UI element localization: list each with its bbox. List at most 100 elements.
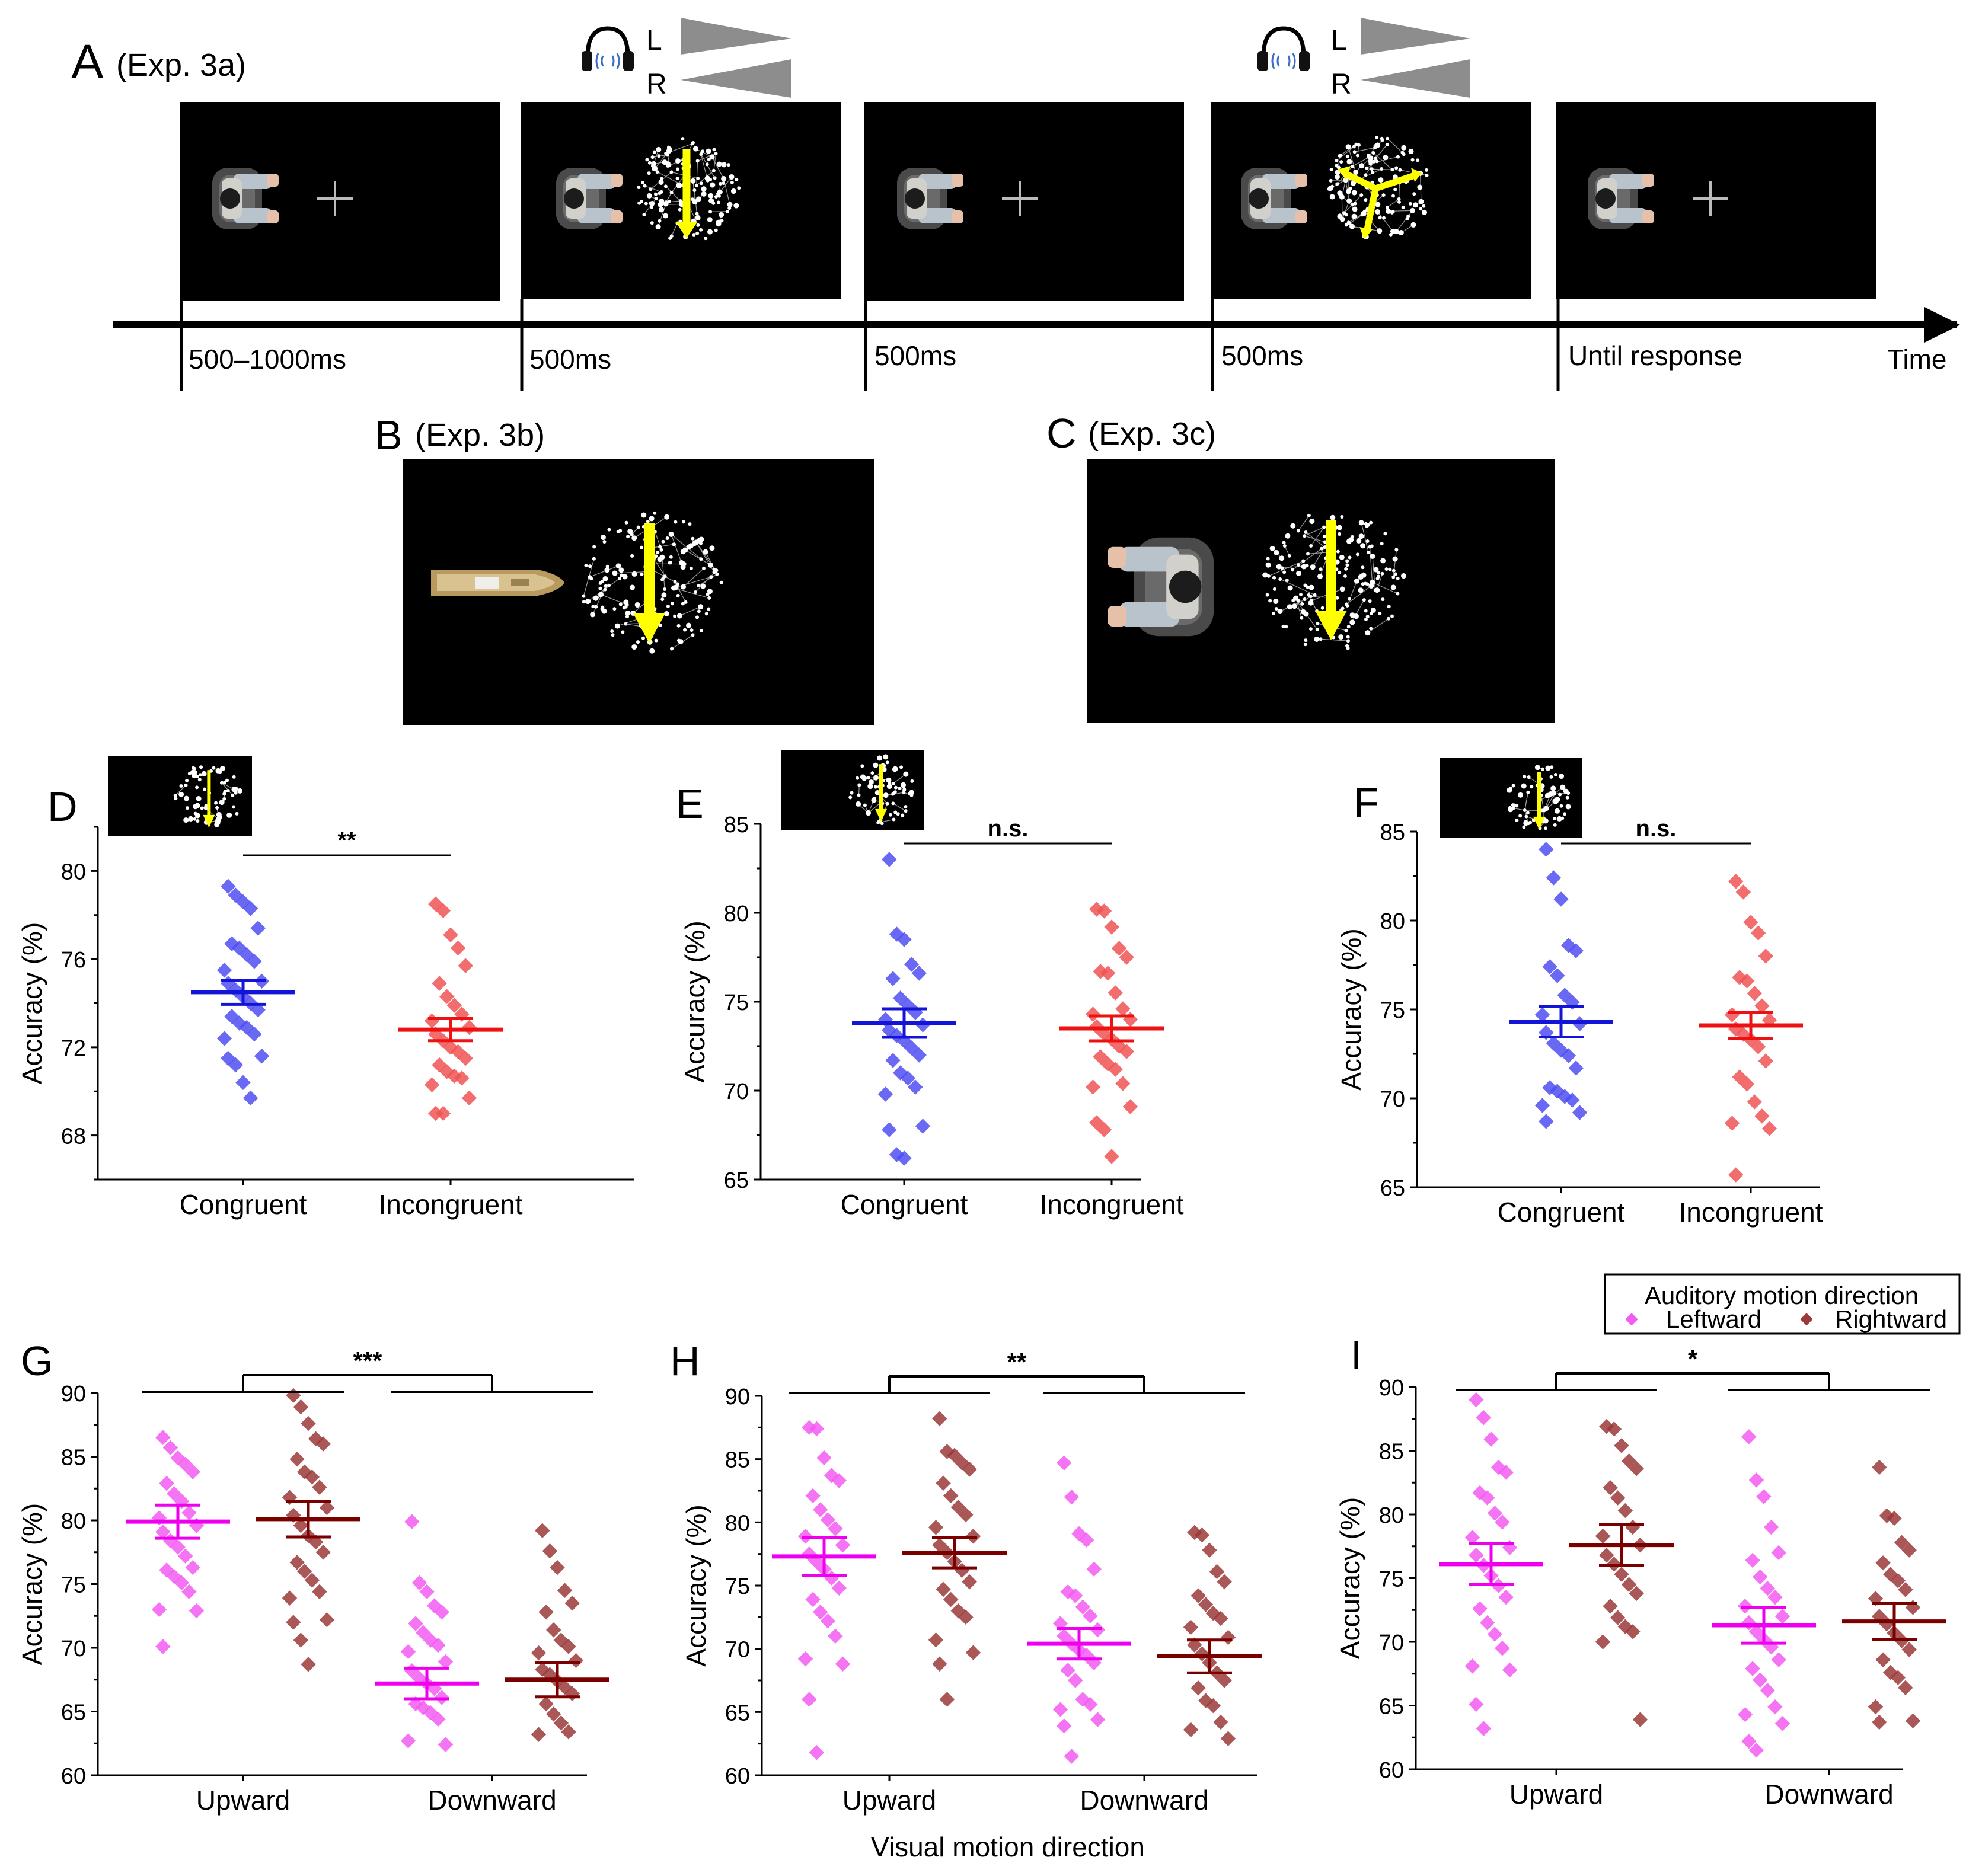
- dot: [600, 607, 604, 611]
- y-tick-label: 60: [1379, 1758, 1404, 1783]
- dot: [654, 196, 658, 200]
- dot: [222, 797, 226, 801]
- dot: [850, 791, 854, 795]
- data-point: [915, 1118, 931, 1134]
- data-point: [282, 1590, 298, 1606]
- dot: [1386, 136, 1390, 140]
- dot: [630, 532, 634, 536]
- dot: [1323, 545, 1327, 549]
- data-point: [1632, 1712, 1648, 1727]
- dot: [1354, 142, 1358, 146]
- dot: [592, 557, 596, 561]
- dot: [582, 600, 586, 604]
- dot: [197, 778, 202, 782]
- dot: [1385, 205, 1389, 209]
- dot: [1339, 194, 1345, 200]
- dot: [193, 817, 197, 821]
- dot: [219, 816, 223, 820]
- dot: [1534, 765, 1540, 771]
- dot: [1344, 567, 1348, 571]
- cue-2-right-volume-icon: [1361, 59, 1470, 98]
- data-point: [1108, 985, 1124, 1001]
- dot: [848, 795, 853, 800]
- dot: [699, 557, 703, 561]
- dot: [882, 763, 886, 768]
- data-point: [1887, 1510, 1902, 1526]
- data-point: [1220, 1629, 1236, 1645]
- mixed-arrows-icon: [1343, 170, 1416, 234]
- dot: [637, 186, 641, 190]
- y-tick-label: 80: [1380, 909, 1405, 934]
- dot: [1303, 643, 1307, 647]
- dot: [641, 512, 647, 518]
- dot: [1303, 534, 1307, 538]
- data-point: [1750, 925, 1766, 941]
- dot: [654, 638, 658, 643]
- dot: [698, 604, 704, 610]
- dot-link: [713, 154, 717, 171]
- dot: [668, 531, 674, 537]
- dot: [1335, 182, 1339, 186]
- dot-link: [1292, 548, 1322, 570]
- dot: [1396, 592, 1400, 596]
- data-point: [1495, 1514, 1510, 1530]
- dot: [684, 600, 688, 604]
- dot: [1565, 795, 1569, 800]
- cue-1-left-volume-icon: [681, 18, 791, 55]
- dot: [1380, 167, 1384, 171]
- dot: [866, 776, 870, 780]
- dot: [607, 583, 611, 587]
- data-point: [809, 1744, 825, 1760]
- x-tick-label: Downward: [1080, 1785, 1208, 1816]
- data-point: [461, 1020, 477, 1036]
- y-tick-label: 80: [724, 902, 749, 926]
- y-tick-label: 65: [61, 1701, 86, 1725]
- dot: [1410, 222, 1416, 228]
- dot: [1383, 155, 1387, 159]
- panel-c-letter: C: [1046, 410, 1077, 456]
- dot: [692, 541, 696, 545]
- data-point: [936, 1475, 951, 1491]
- dot: [680, 564, 686, 570]
- dot: [707, 217, 713, 223]
- dot: [735, 177, 739, 181]
- data-point: [1728, 1167, 1744, 1183]
- dot: [1339, 216, 1345, 222]
- dot: [1408, 202, 1412, 206]
- data-point: [802, 1692, 817, 1707]
- cue-2-left-label: L: [1331, 25, 1347, 56]
- dot: [1309, 544, 1313, 548]
- dot: [676, 167, 680, 171]
- dot: [661, 539, 665, 544]
- dot: [616, 529, 620, 533]
- y-tick-label: 70: [1380, 1087, 1405, 1112]
- y-tick-label: 75: [1379, 1567, 1404, 1592]
- data-point: [185, 1559, 200, 1575]
- dot: [1370, 607, 1376, 613]
- dot-link: [1524, 792, 1528, 811]
- dot: [1394, 548, 1399, 552]
- dot: [1545, 765, 1551, 771]
- dot: [721, 175, 727, 181]
- data-point: [312, 1584, 327, 1600]
- dot: [658, 219, 662, 223]
- data-point: [1758, 1053, 1773, 1069]
- data-point: [877, 1086, 893, 1102]
- dot: [1304, 530, 1308, 534]
- significance-label: n.s.: [1636, 816, 1677, 842]
- dot-link: [1310, 527, 1324, 546]
- dot: [714, 194, 718, 199]
- dot: [901, 782, 907, 788]
- dot: [631, 644, 637, 650]
- dot: [624, 520, 628, 525]
- dot: [1518, 814, 1523, 818]
- data-point: [1476, 1410, 1492, 1426]
- legend-title: Auditory motion direction: [1645, 1281, 1919, 1309]
- y-tick-label: 60: [61, 1764, 86, 1789]
- dot: [681, 520, 685, 524]
- dot: [1345, 144, 1351, 150]
- dot: [650, 205, 654, 209]
- duration-5: Until response: [1568, 340, 1742, 371]
- data-point: [531, 1727, 547, 1742]
- dot: [707, 589, 713, 595]
